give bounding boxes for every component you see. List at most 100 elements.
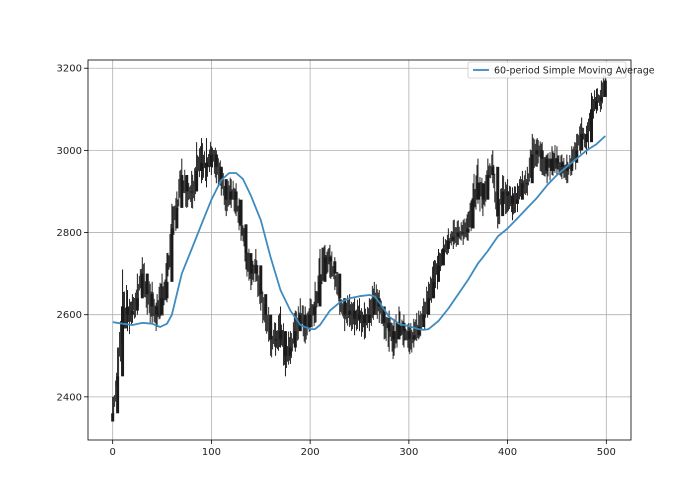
price-candle	[427, 298, 431, 315]
price-candle	[382, 306, 386, 323]
price-candle	[180, 175, 184, 208]
price-candle	[530, 154, 534, 184]
price-candle	[140, 273, 144, 299]
y-tick-label-2800: 2800	[57, 228, 82, 239]
price-candle	[333, 261, 337, 274]
y-tick-label-3000: 3000	[57, 146, 82, 157]
price-candle	[259, 265, 263, 295]
price-candle	[190, 191, 194, 193]
x-tick-label-200: 200	[301, 447, 320, 458]
x-tick-label-500: 500	[597, 447, 616, 458]
price-candle	[525, 183, 529, 185]
price-candle	[451, 236, 455, 241]
price-candle	[155, 306, 159, 315]
price-candle	[466, 228, 470, 233]
price-candle	[555, 158, 559, 163]
price-candle	[200, 162, 204, 171]
price-candle	[160, 298, 164, 315]
price-candle	[185, 175, 189, 192]
price-candle	[264, 294, 268, 315]
price-candle	[590, 109, 594, 143]
y-tick-label-2400: 2400	[57, 392, 82, 403]
price-candle	[308, 314, 312, 328]
price-candle	[481, 183, 485, 200]
price-candle	[496, 166, 500, 217]
price-candle	[412, 335, 416, 340]
price-candle	[254, 265, 258, 274]
price-candle	[175, 207, 179, 229]
y-tick-label-3200: 3200	[57, 64, 82, 75]
price-candle	[402, 322, 406, 332]
price-candle	[570, 162, 574, 171]
price-candle	[269, 314, 273, 340]
price-candle	[535, 150, 539, 155]
price-candle	[520, 183, 524, 200]
price-candle	[471, 199, 475, 229]
price-candle	[313, 306, 317, 315]
price-candle	[130, 310, 134, 315]
price-candle	[328, 257, 332, 262]
price-candle	[397, 322, 401, 340]
x-tick-label-100: 100	[202, 447, 221, 458]
price-candle	[343, 298, 347, 315]
legend-box	[467, 61, 627, 79]
price-candle	[145, 273, 149, 295]
price-candle	[511, 195, 515, 204]
price-candle	[274, 339, 278, 341]
price-candle	[575, 150, 579, 163]
price-candle	[318, 281, 322, 307]
price-candle	[432, 281, 436, 299]
price-candle	[170, 228, 174, 282]
price-candle	[501, 191, 505, 217]
price-candle	[135, 298, 139, 311]
price-candle	[195, 170, 199, 192]
price-candle	[441, 248, 445, 266]
price-candle	[436, 265, 440, 282]
price-candle	[293, 331, 297, 348]
price-candle	[214, 154, 218, 167]
price-candle	[358, 314, 361, 319]
price-candle	[219, 166, 223, 180]
legend-label-sma: 60-period Simple Moving Average	[494, 66, 655, 77]
price-candle	[417, 327, 421, 336]
price-candle	[165, 281, 169, 299]
x-tick-label-0: 0	[109, 447, 115, 458]
price-candle	[204, 162, 208, 167]
price-candle	[224, 179, 228, 200]
x-tick-label-300: 300	[399, 447, 418, 458]
price-candle	[249, 253, 253, 274]
price-candle	[303, 314, 307, 328]
price-candle	[150, 294, 154, 307]
price-candle	[209, 154, 213, 167]
price-candle	[121, 306, 125, 377]
price-candle	[456, 232, 460, 237]
x-tick-label-400: 400	[498, 447, 517, 458]
price-candle	[565, 166, 569, 171]
price-candle	[323, 257, 327, 282]
axis-ticks: 0 100 200 300 400 500 2400 2600 2800 3000 3200	[57, 64, 616, 458]
price-candle	[387, 322, 391, 332]
price-candle	[239, 199, 243, 225]
price-candle	[362, 314, 366, 323]
price-candle	[244, 224, 248, 254]
price-candle	[603, 80, 607, 97]
price-candle	[461, 232, 465, 234]
price-candle	[422, 314, 426, 328]
sma-line-series	[112, 135, 606, 331]
price-candle	[550, 158, 554, 171]
price-candle	[125, 306, 129, 315]
price-candle	[229, 191, 233, 200]
price-candle	[348, 310, 352, 315]
price-candle	[116, 376, 120, 414]
price-candle	[288, 347, 292, 356]
price-candle	[580, 133, 584, 151]
price-candle	[372, 298, 376, 315]
legend: 60-period Simple Moving Average	[467, 61, 655, 79]
price-candle	[298, 314, 302, 332]
price-candle	[407, 331, 411, 340]
price-candle	[476, 183, 480, 200]
price-candle	[111, 413, 115, 422]
price-candle	[545, 158, 549, 171]
